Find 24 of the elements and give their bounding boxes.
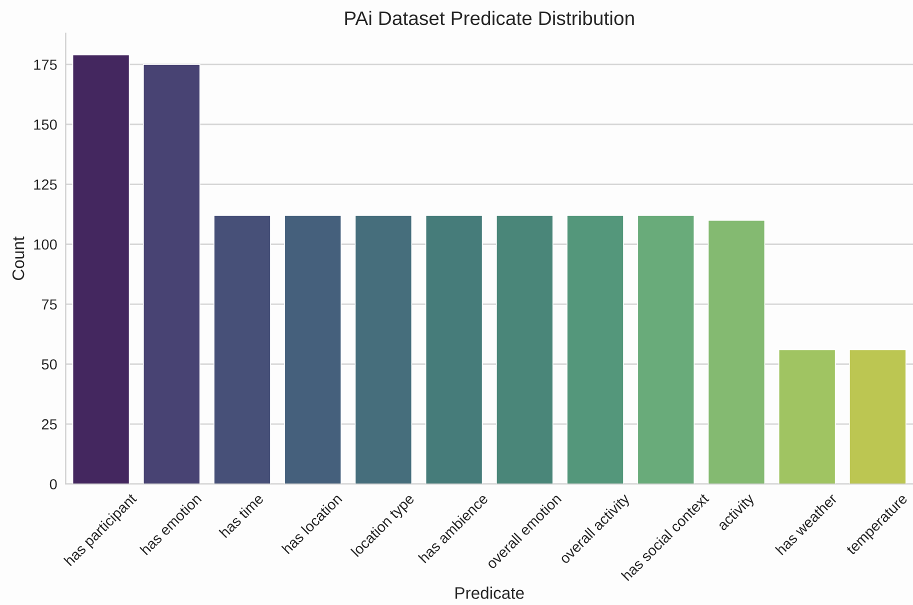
bar	[284, 215, 342, 484]
y-tick-label: 75	[42, 299, 57, 310]
bar	[566, 215, 624, 484]
y-tick-label: 150	[34, 119, 57, 130]
bar	[708, 220, 766, 484]
chart-title: PAi Dataset Predicate Distribution	[345, 10, 634, 26]
bar	[214, 215, 271, 484]
x-tick-label: has time	[218, 492, 264, 538]
y-tick-label: 25	[42, 419, 57, 430]
y-tick-label: 100	[34, 239, 57, 250]
bar	[142, 64, 200, 484]
y-tick-label: 125	[34, 179, 57, 190]
bar	[849, 349, 906, 484]
bar	[496, 215, 554, 484]
bar	[425, 215, 483, 484]
bar	[778, 349, 836, 484]
bar	[354, 215, 412, 484]
bar	[72, 54, 130, 484]
y-tick-label: 50	[42, 359, 57, 370]
y-tick-label: 175	[34, 60, 57, 70]
y-axis-title: Count	[12, 236, 24, 280]
x-axis-title: Predicate	[456, 586, 524, 599]
bar	[637, 215, 695, 484]
y-tick-label: 0	[50, 479, 57, 490]
